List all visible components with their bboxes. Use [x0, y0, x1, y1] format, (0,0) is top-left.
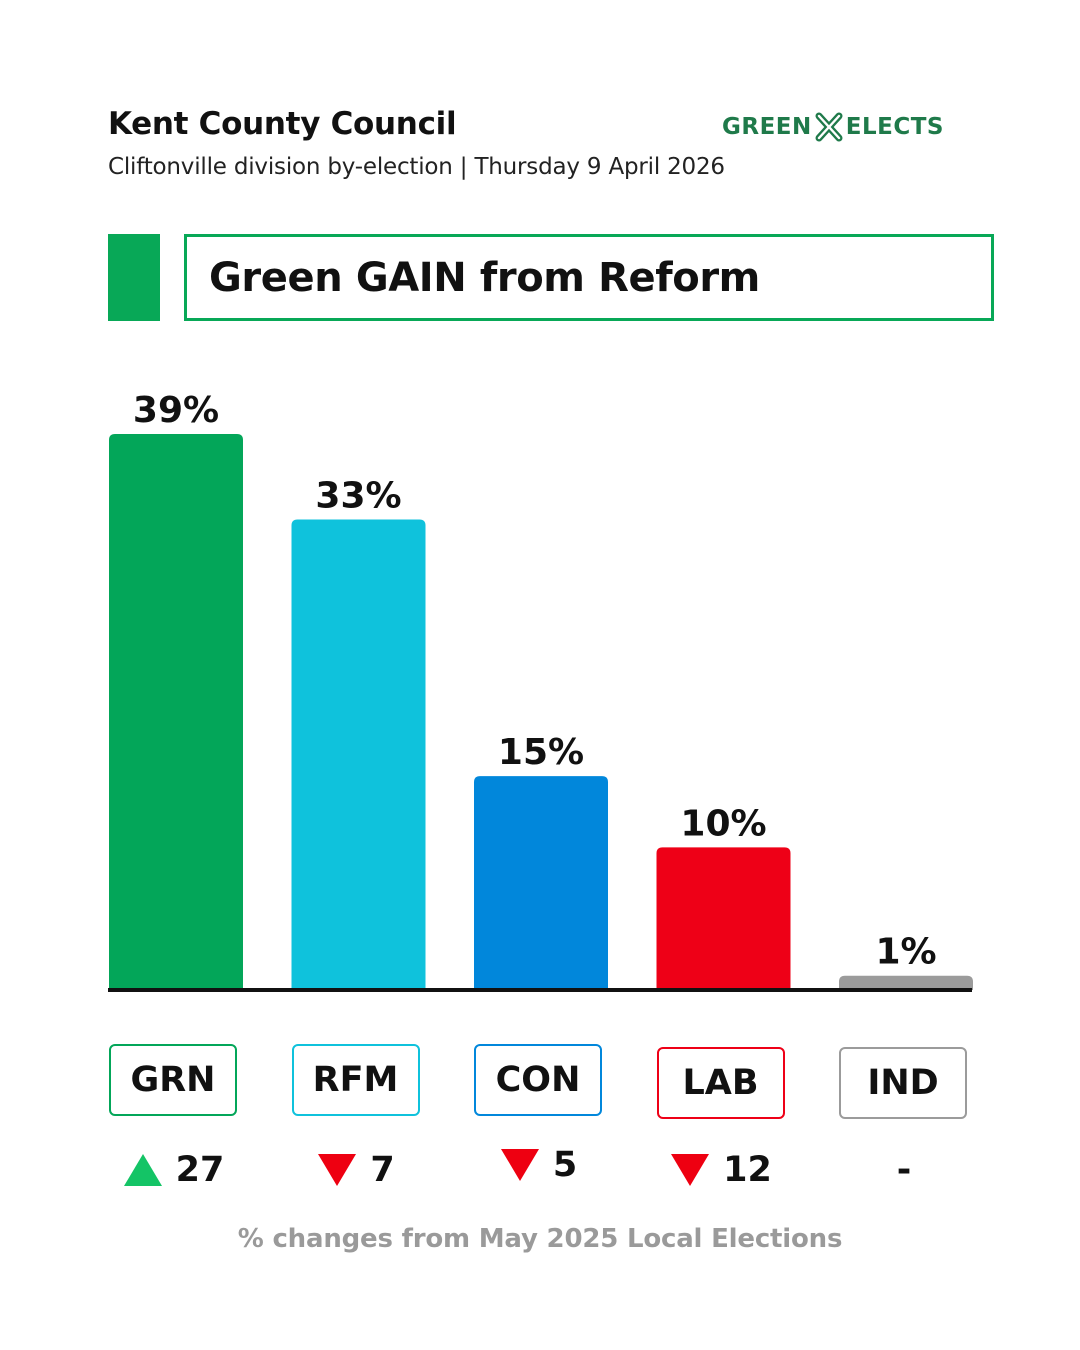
council-title: Kent County Council: [108, 106, 457, 142]
change-value: 12: [723, 1150, 772, 1190]
value-label-grn: 39%: [133, 390, 219, 431]
down-triangle-icon: [500, 1149, 539, 1181]
change-ind: -: [837, 1148, 971, 1192]
party-label-lab: LAB: [656, 1047, 785, 1119]
down-triangle-icon: [671, 1154, 710, 1186]
change-con: 5: [472, 1143, 606, 1187]
bar-ind: [839, 975, 973, 990]
election-subtitle: Cliftonville division by-election | Thur…: [108, 154, 725, 180]
party-label-grn: GRN: [109, 1044, 237, 1116]
change-lab: 12: [655, 1148, 789, 1192]
bar-lab: [656, 847, 791, 990]
footnote: % changes from May 2025 Local Elections: [237, 1224, 843, 1254]
value-label-rfm: 33%: [315, 476, 401, 517]
change-rfm: 7: [290, 1148, 424, 1192]
down-triangle-icon: [318, 1154, 357, 1186]
ballot-cross-icon: [815, 112, 843, 142]
logo-text-elects: ELECTS: [845, 114, 944, 140]
logo-text-green: GREEN: [722, 114, 812, 140]
party-label-rfm: RFM: [291, 1044, 420, 1116]
bar-grn: [109, 434, 243, 990]
change-grn: 27: [107, 1148, 241, 1192]
change-value: 27: [175, 1150, 225, 1190]
headline-text: Green GAIN from Reform: [209, 254, 760, 301]
party-label-ind: IND: [839, 1047, 967, 1119]
party-label-con: CON: [474, 1044, 602, 1116]
green-elects-logo: GREEN ELECTS: [722, 110, 944, 144]
change-value: 7: [370, 1150, 395, 1190]
bar-rfm: [291, 519, 426, 990]
headline-accent-bar: [108, 234, 160, 321]
value-label-con: 15%: [498, 732, 584, 773]
value-label-ind: 1%: [875, 932, 936, 973]
bar-con: [474, 776, 608, 990]
change-value: -: [896, 1150, 912, 1190]
value-label-lab: 10%: [680, 803, 766, 844]
up-triangle-icon: [123, 1154, 162, 1186]
headline-box: Green GAIN from Reform: [184, 234, 994, 321]
change-value: 5: [552, 1145, 578, 1185]
